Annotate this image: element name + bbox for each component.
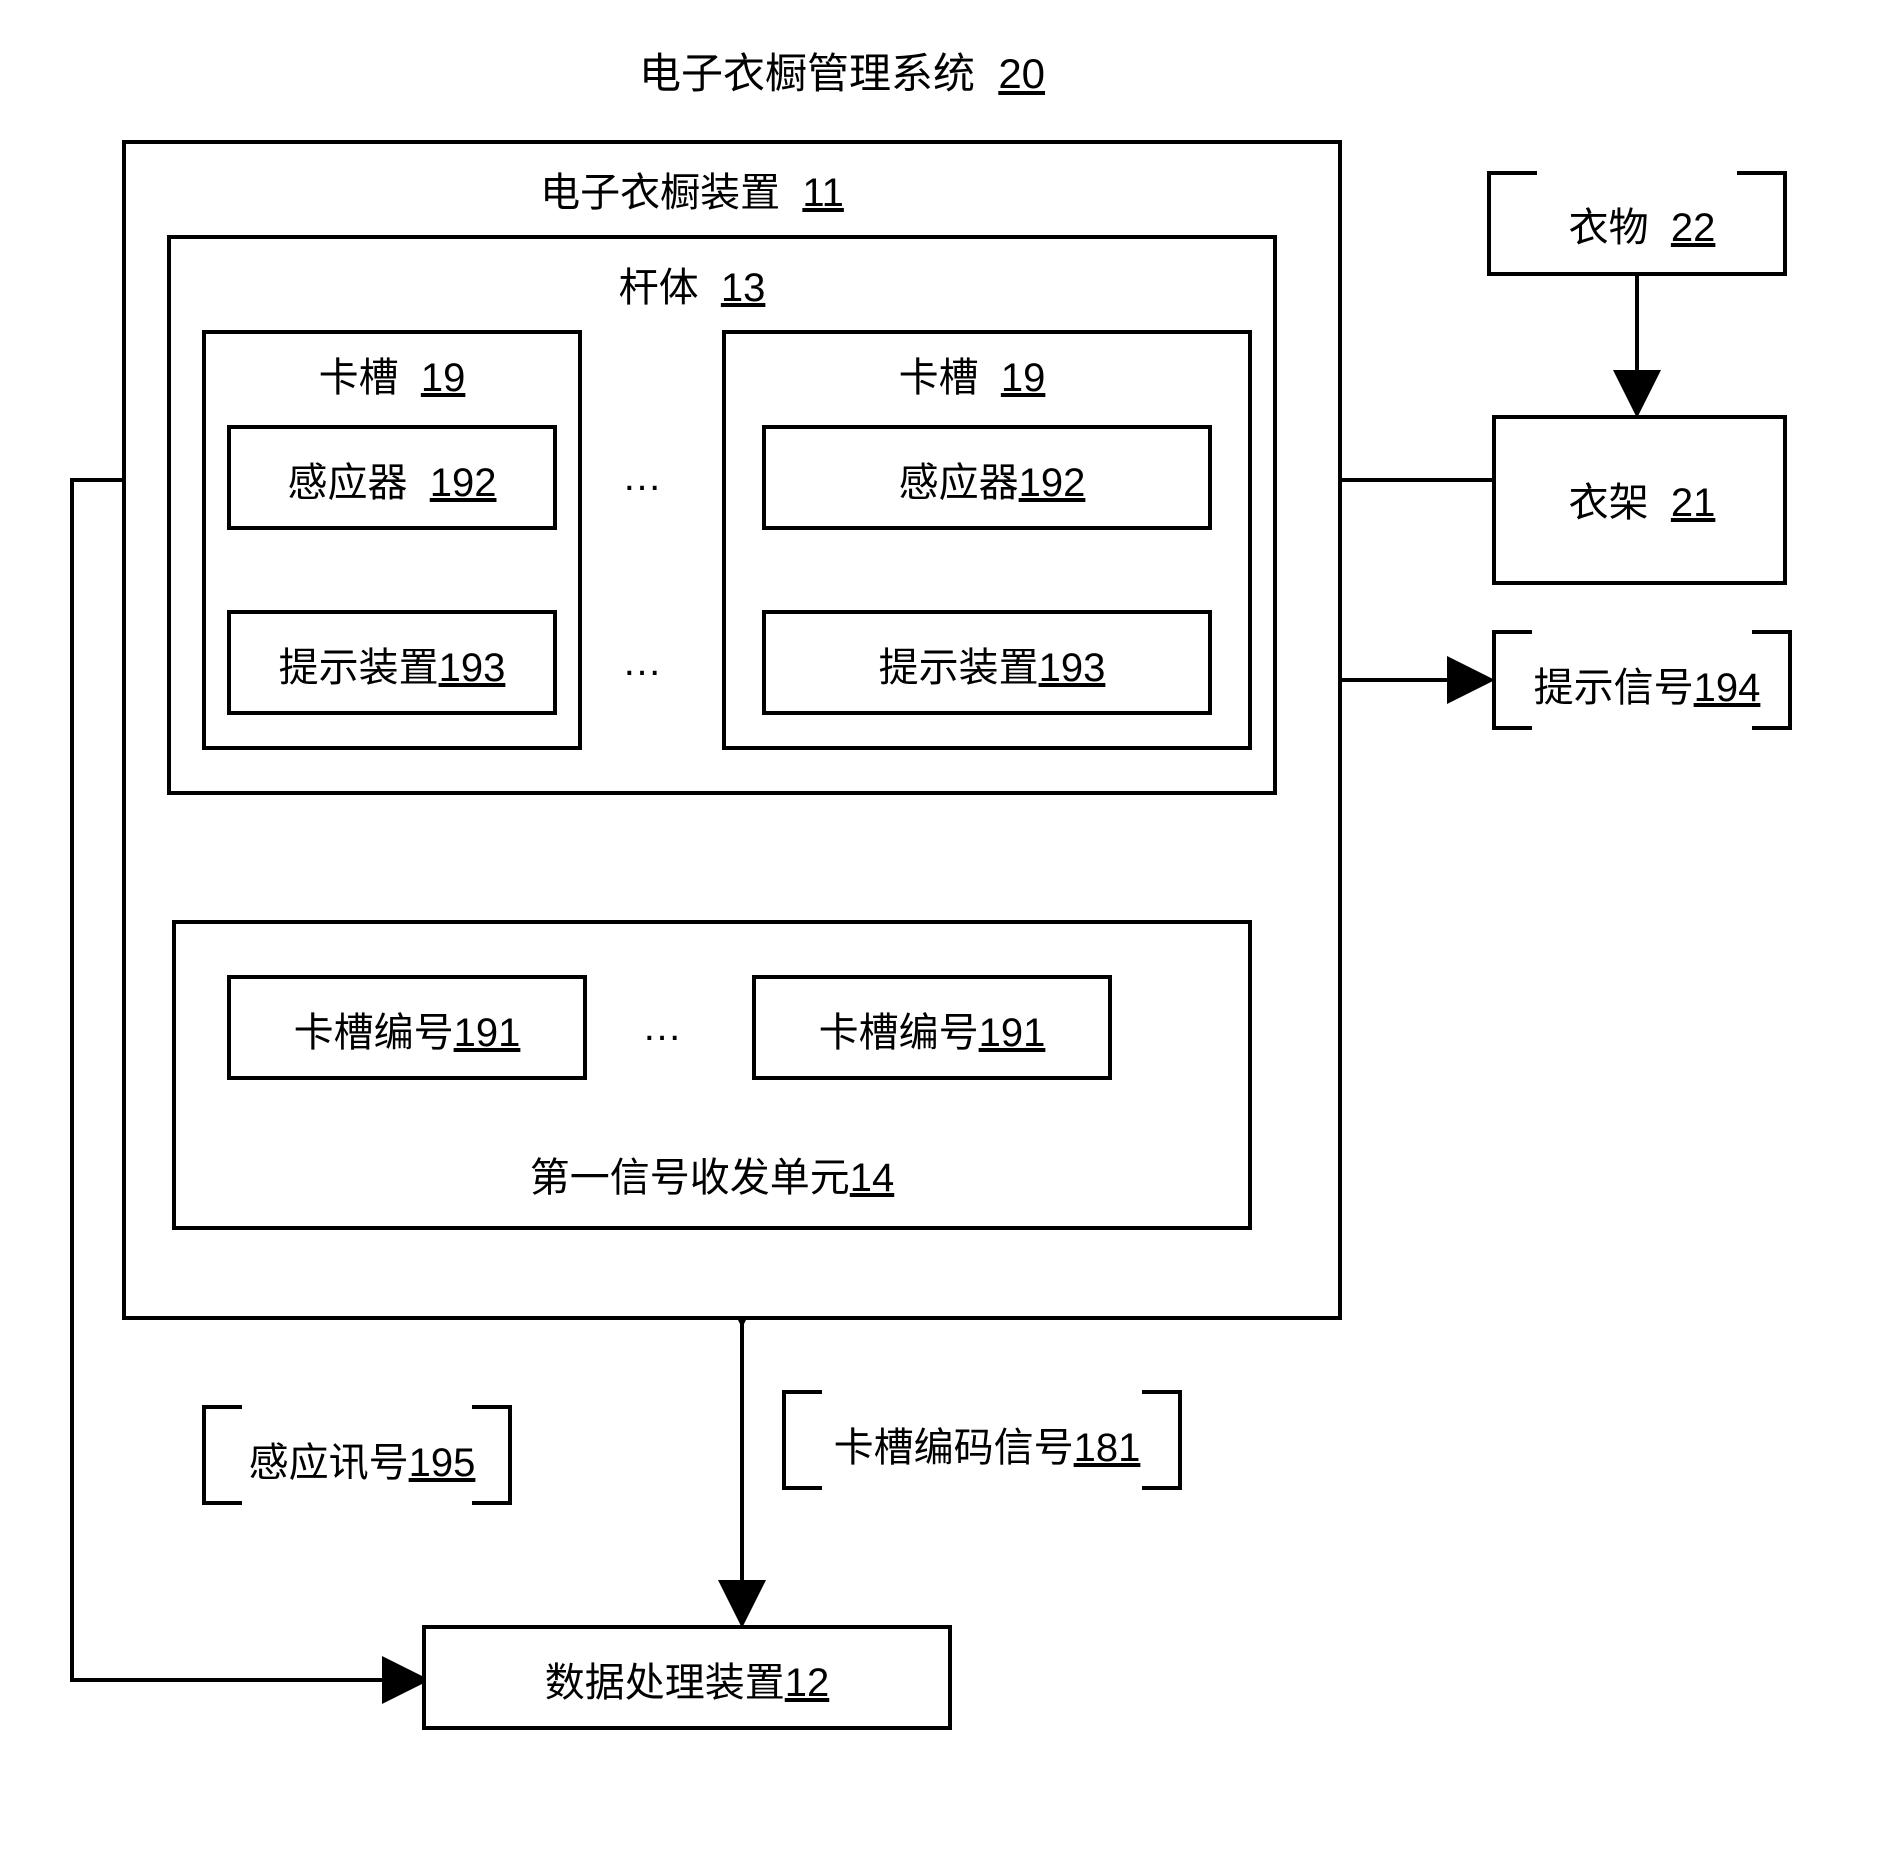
clothing-label: 衣物 22 <box>1537 195 1747 253</box>
slot-label-right: 卡槽 19 <box>822 345 1122 403</box>
prompt-label-right: 提示装置193 <box>802 635 1182 693</box>
slotno-label-left: 卡槽编号191 <box>237 1000 577 1058</box>
hanger-label: 衣架 21 <box>1522 470 1762 528</box>
sensor-label-right: 感应器192 <box>802 450 1182 508</box>
sensing-signal-label: 感应讯号195 <box>217 1430 507 1488</box>
system-diagram: 电子衣橱管理系统 20 电子衣橱装置 11 杆体 13 卡槽 19 感应器 19… <box>42 40 1842 1810</box>
slotno-label-right: 卡槽编号191 <box>762 1000 1102 1058</box>
title-ref: 20 <box>998 50 1045 97</box>
device-label: 电子衣橱装置 11 <box>392 160 992 218</box>
transceiver-label: 第一信号收发单元14 <box>422 1145 1002 1203</box>
prompt-label-left: 提示装置193 <box>237 635 547 693</box>
rod-label: 杆体 13 <box>542 255 842 313</box>
slot-label-left: 卡槽 19 <box>242 345 542 403</box>
title-text: 电子衣橱管理系统 <box>639 50 975 97</box>
dots-slots-1: … <box>622 455 662 500</box>
dots-slots-2: … <box>622 640 662 685</box>
encoding-signal-label: 卡槽编码信号181 <box>802 1415 1172 1473</box>
dots-slotno: … <box>642 1005 682 1050</box>
sensor-label-left: 感应器 192 <box>237 450 547 508</box>
processor-label: 数据处理装置12 <box>472 1650 902 1708</box>
prompt-signal-label: 提示信号194 <box>1502 655 1792 713</box>
system-title: 电子衣橱管理系统 20 <box>392 40 1292 101</box>
